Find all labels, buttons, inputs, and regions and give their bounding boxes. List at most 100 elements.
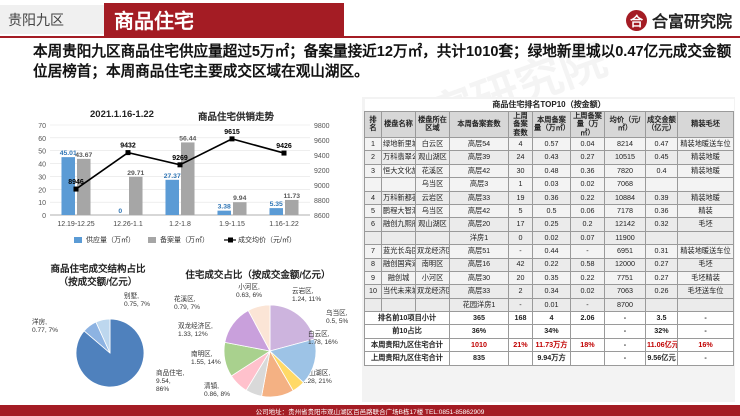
table-header-cell: 成交金额（亿元） — [645, 110, 678, 138]
table-cell: 蓝光长岛国际 — [381, 244, 416, 259]
price-label: 9269 — [172, 155, 188, 162]
bar-value-label: 27.37 — [164, 173, 181, 180]
table-cell — [570, 351, 605, 366]
table-cell — [645, 297, 678, 313]
pie-label: 清镇, 0.86, 8% — [204, 381, 230, 398]
pie1-title: 商品住宅成交结构占比 （按成交额/亿元） — [50, 264, 146, 288]
charts-panel: 0 10 20 30 40 50 60 70 8600 8800 9000 9200 9400 9600 9… — [28, 95, 348, 403]
table-cell: 16% — [676, 337, 735, 353]
table-cell: 高层54 — [449, 136, 509, 152]
table-header-cell: 排名 — [364, 110, 382, 138]
table-cell: 南明区 — [415, 257, 450, 272]
table-cell: 4 — [532, 311, 571, 326]
table-cell: 0.26 — [645, 284, 678, 299]
table-cell: 12000 — [604, 257, 646, 272]
summary-label: 排名前10项目小计 — [364, 311, 450, 326]
table-cell: 32% — [645, 324, 678, 339]
table-cell — [381, 177, 416, 192]
table-cell: 高层42 — [449, 203, 509, 219]
pie-slice — [247, 304, 271, 352]
price-label: 9432 — [120, 143, 136, 150]
table-cell: 乌当区 — [415, 203, 450, 219]
y2-tick-label: 9400 — [314, 153, 330, 160]
bar-value-label: 29.71 — [127, 170, 144, 177]
table-cell: 4 — [508, 136, 533, 152]
table-cell: 0.2 — [570, 217, 605, 232]
table-cell: 0.06 — [570, 203, 605, 219]
table-cell: - — [676, 324, 735, 339]
price-point — [73, 186, 79, 192]
table-cell: 7178 — [604, 203, 646, 219]
table-cell — [645, 230, 678, 246]
table-cell: 10 — [364, 284, 382, 299]
table-cell: 高层42 — [449, 163, 509, 179]
table-cell: 4 — [364, 190, 382, 205]
y-tick-label: 20 — [38, 187, 46, 194]
table-cell: 11.73万方 — [532, 337, 571, 353]
summary-text: 本周贵阳九区商品住宅供应量超过5万㎡；备案量接近12万㎡，共计1010套；绿地新… — [33, 44, 732, 80]
table-cell: 0.36 — [532, 190, 571, 205]
table-cell: 0.43 — [532, 150, 571, 165]
x-tick-label: 1.9-1.15 — [219, 221, 245, 228]
table-cell: 17 — [508, 217, 533, 232]
table-cell: 0.22 — [570, 190, 605, 205]
pie-slice — [95, 318, 111, 354]
footer: 公司地址：贵州省贵阳市观山湖区百邑路联合广场B栋17楼 TEL:0851-858… — [0, 405, 740, 416]
table-cell: 毛坯 — [676, 257, 735, 272]
table-cell — [364, 297, 382, 313]
table-header-cell: 上周备案量（万㎡） — [570, 110, 605, 138]
table-summary-row: 排名前10项目小计 365 168 4 2.06-3.5- — [364, 311, 735, 326]
table-cell: 高层3 — [449, 177, 509, 192]
table-cell: 融创城 — [381, 270, 416, 286]
table-cell: 0.57 — [532, 136, 571, 152]
y-tick-label: 60 — [38, 136, 46, 143]
table-cell: 6 — [364, 217, 382, 232]
table-cell: 835 — [449, 351, 509, 366]
table-header-row: 排名 楼盘名称 楼盘所在区域 本周备案套数 上周备案套数 本周备案量（万㎡） 上周备案量（万… — [364, 110, 735, 138]
table-cell: 0.34 — [532, 284, 571, 299]
bar — [165, 179, 179, 215]
table-cell: 万科新都荟 — [381, 190, 416, 205]
table-row: 洋房1 0 0.02 0.07 11900 — [364, 230, 735, 246]
bar — [181, 142, 195, 215]
table-cell: 双龙经济区 — [415, 284, 450, 299]
price-point — [177, 162, 183, 168]
price-point — [281, 150, 287, 156]
table-body: 1 绿地新里城 白云区 高层54 4 0.57 0.04 8214 0.47 精装地暖送车位 2 万科… — [364, 136, 735, 366]
bar — [217, 210, 231, 215]
table-cell — [381, 230, 416, 246]
bar — [61, 157, 75, 215]
bar-value-label: 11.73 — [283, 193, 300, 200]
table-cell: 高层20 — [449, 217, 509, 232]
table-cell — [508, 324, 533, 339]
table-cell: 精装地暖送车位 — [676, 244, 735, 259]
bar-value-label: 45.01 — [60, 150, 77, 157]
pie-label: 云岩区, 1.24, 11% — [292, 286, 321, 303]
table-cell: 0.02 — [570, 177, 605, 192]
legend-swatch — [148, 237, 156, 243]
price-label: 9615 — [224, 129, 240, 136]
table-cell: 0.48 — [532, 163, 571, 179]
y-tick-label: 40 — [38, 162, 46, 169]
chart-title: 商品住宅供销走势 — [198, 112, 275, 123]
table-summary-row: 上周贵阳九区住宅合计 835 9.94万方 -9.56亿元 - — [364, 351, 735, 366]
x-tick-label: 12.26-1.1 — [113, 221, 143, 228]
bar — [285, 199, 299, 215]
legend-label: 供应量（万㎡） — [86, 235, 135, 244]
table-cell: - — [604, 337, 646, 353]
table-cell: 精装 — [676, 203, 735, 219]
table-cell: 毛坯送车位 — [676, 284, 735, 299]
table-cell: 0.27 — [645, 257, 678, 272]
table-row: 6 融创九熙府 观山湖区 高层20 17 0.25 0.2 12142 0.32 毛坯 — [364, 217, 735, 232]
table-cell: - — [604, 311, 646, 326]
table-row: 9 融创城 小河区 高层30 20 0.35 0.22 7751 0.27 毛坯精装 — [364, 270, 735, 286]
table-cell: 融创九熙府 — [381, 217, 416, 232]
table-cell: 0.01 — [532, 297, 571, 313]
table-cell: 高层16 — [449, 257, 509, 272]
table-row: 10 当代未来城 双龙经济区 高层33 2 0.34 0.02 7063 0.26 毛坯送车位 — [364, 284, 735, 299]
table-cell: 鹏程大智汇 — [381, 203, 416, 219]
pie-slice — [269, 338, 317, 384]
table-cell: 7068 — [604, 177, 646, 192]
